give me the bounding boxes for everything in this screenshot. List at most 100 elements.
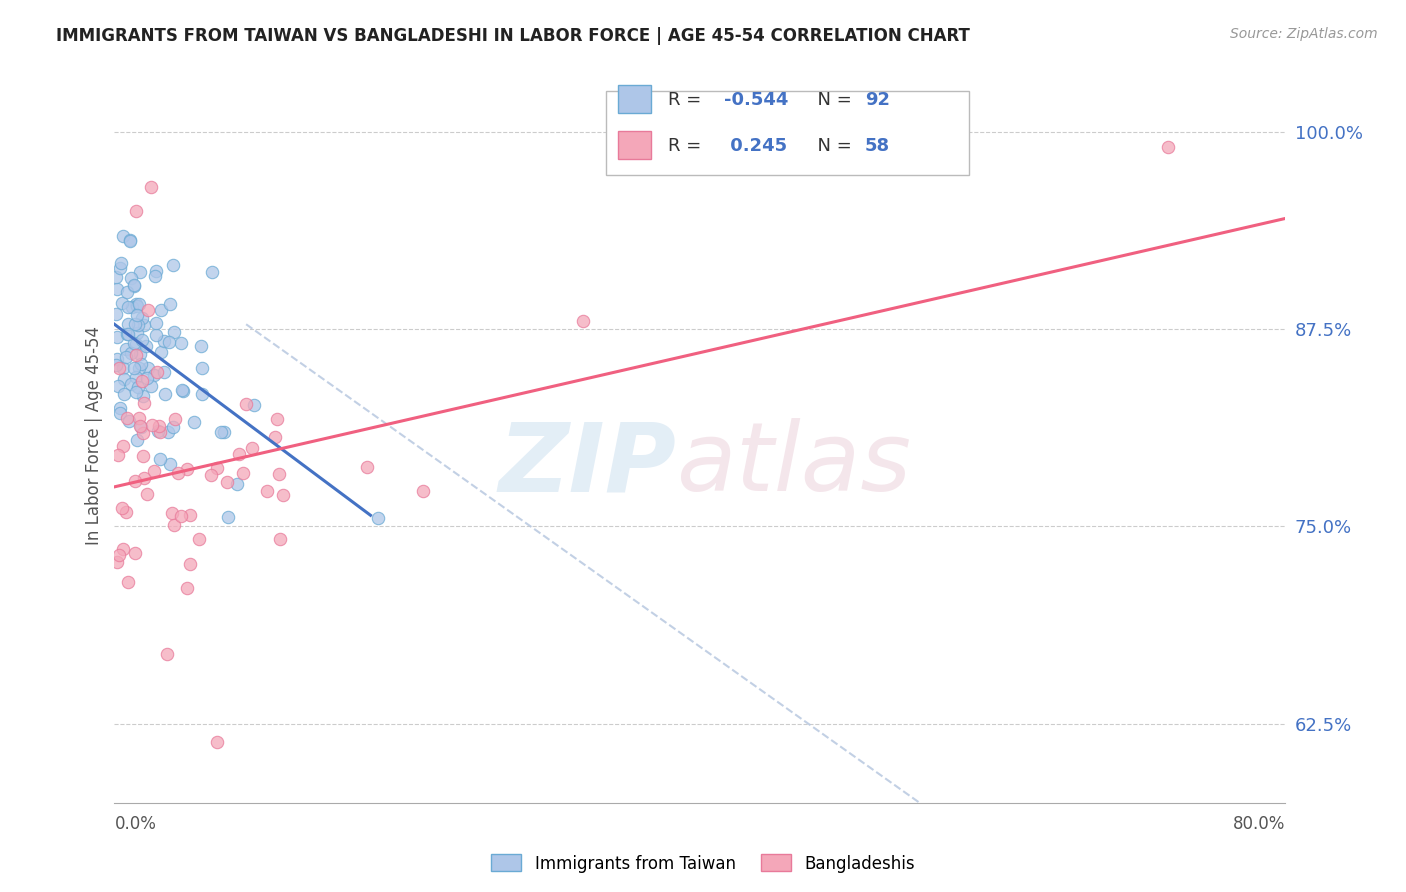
Point [117, 285, 139, 299]
Point [266, 411, 288, 425]
Point [104, 307, 127, 321]
Point [176, 462, 198, 476]
Point [120, 376, 142, 391]
Point [107, 361, 129, 376]
Point [243, 399, 266, 413]
Point [170, 383, 193, 397]
Point [108, 406, 131, 420]
Point [128, 297, 150, 311]
Point [264, 430, 287, 444]
Point [112, 439, 135, 453]
Point [111, 295, 134, 310]
Point [107, 448, 129, 462]
Bar [617, 86, 651, 113]
Point [120, 271, 142, 285]
Point [125, 384, 148, 399]
Point [191, 387, 214, 401]
Point [115, 411, 138, 425]
Point [118, 234, 141, 248]
Point [149, 344, 172, 359]
Point [112, 386, 135, 401]
Point [149, 452, 172, 467]
Point [215, 475, 238, 489]
Point [121, 300, 143, 314]
Point [157, 335, 180, 350]
Point [167, 467, 190, 481]
Point [183, 415, 205, 429]
Text: N =: N = [806, 91, 858, 109]
Point [117, 318, 139, 332]
FancyBboxPatch shape [606, 91, 969, 175]
Point [108, 401, 131, 415]
Point [240, 441, 263, 455]
Point [115, 343, 138, 357]
Point [105, 351, 128, 366]
Point [412, 483, 434, 498]
Point [117, 326, 139, 341]
Point [110, 255, 132, 269]
Point [124, 297, 146, 311]
Point [128, 361, 150, 376]
Point [201, 265, 224, 279]
Point [111, 542, 134, 557]
Point [125, 299, 148, 313]
Point [115, 505, 138, 519]
Point [132, 318, 155, 333]
Point [143, 268, 166, 283]
Point [141, 379, 163, 393]
Point [271, 488, 294, 502]
Point [356, 459, 378, 474]
Point [131, 389, 153, 403]
Point [146, 424, 169, 438]
Point [120, 233, 142, 247]
Point [145, 316, 167, 330]
Point [235, 397, 257, 411]
Point [131, 374, 153, 388]
Point [127, 434, 149, 448]
Point [136, 487, 159, 501]
Y-axis label: In Labor Force | Age 45-54: In Labor Force | Age 45-54 [86, 326, 103, 545]
Point [205, 460, 228, 475]
Point [132, 396, 155, 410]
Point [179, 557, 201, 571]
Point [124, 317, 146, 331]
Point [212, 425, 235, 439]
Point [163, 412, 186, 426]
Point [129, 418, 152, 433]
Point [122, 277, 145, 292]
Point [191, 361, 214, 376]
Text: atlas: atlas [676, 418, 911, 511]
Point [205, 734, 228, 748]
Point [105, 555, 128, 569]
Point [153, 365, 176, 379]
Text: -0.544: -0.544 [724, 91, 789, 109]
Point [162, 420, 184, 434]
Point [128, 347, 150, 361]
Text: N =: N = [806, 136, 858, 154]
Point [160, 507, 183, 521]
Point [150, 302, 173, 317]
Point [125, 336, 148, 351]
Point [105, 330, 128, 344]
Point [107, 379, 129, 393]
Point [139, 180, 162, 194]
Point [163, 325, 186, 339]
Point [124, 279, 146, 293]
Point [1157, 140, 1180, 154]
Point [228, 447, 250, 461]
Point [125, 369, 148, 384]
Point [104, 270, 127, 285]
Text: 80.0%: 80.0% [1233, 815, 1285, 833]
Point [131, 310, 153, 325]
Point [187, 532, 209, 546]
Point [127, 326, 149, 340]
Point [132, 449, 155, 463]
Point [122, 336, 145, 351]
Point [142, 368, 165, 382]
Point [117, 300, 139, 314]
Point [125, 203, 148, 218]
Point [159, 297, 181, 311]
Point [131, 333, 153, 347]
Point [108, 260, 131, 275]
Point [200, 468, 222, 483]
